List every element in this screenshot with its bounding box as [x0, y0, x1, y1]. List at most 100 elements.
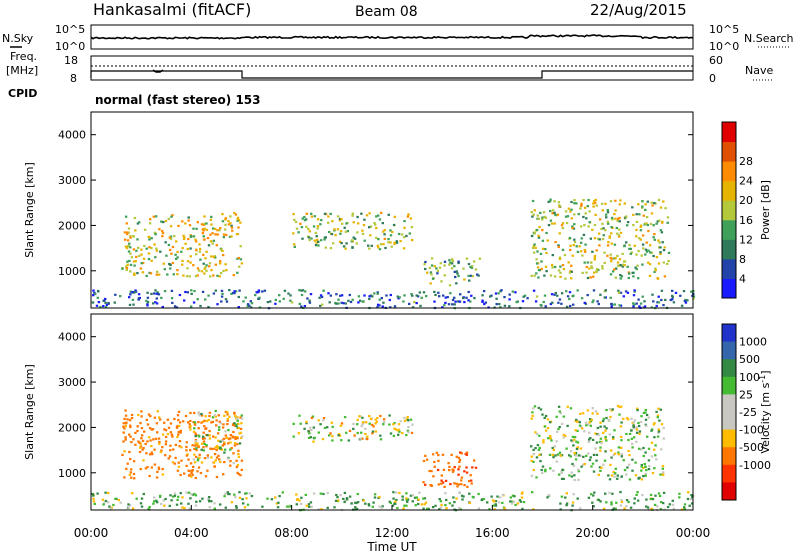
heatmap-cell — [378, 304, 381, 307]
heatmap-cell — [146, 423, 150, 426]
heatmap-cell — [175, 426, 179, 429]
heatmap-cell — [576, 289, 579, 292]
heatmap-cell — [222, 236, 225, 239]
heatmap-cell — [269, 300, 272, 303]
heatmap-cell — [201, 435, 205, 438]
heatmap-cell — [176, 273, 179, 276]
heatmap-cell — [198, 414, 201, 417]
heatmap-cell — [403, 504, 406, 507]
heatmap-cell — [569, 304, 572, 308]
heatmap-cell — [202, 235, 205, 238]
heatmap-cell — [549, 467, 552, 470]
heatmap-cell — [608, 478, 612, 481]
heatmap-cell — [224, 410, 228, 413]
heatmap-cell — [180, 502, 183, 505]
heatmap-cell — [140, 410, 143, 413]
heatmap-cell — [569, 244, 572, 247]
heatmap-cell — [155, 422, 159, 425]
heatmap-cell — [121, 453, 124, 456]
heatmap-cell — [440, 479, 443, 482]
heatmap-cell — [227, 429, 230, 432]
heatmap-cell — [408, 302, 411, 305]
heatmap-cell — [558, 410, 561, 413]
heatmap-cell — [126, 263, 129, 266]
heatmap-cell — [140, 427, 144, 430]
heatmap-cell — [147, 413, 151, 416]
heatmap-cell — [298, 414, 301, 417]
colorbar-swatch — [722, 239, 736, 260]
heatmap-cell — [544, 414, 548, 418]
heatmap-cell — [207, 497, 210, 500]
heatmap-cell — [628, 272, 631, 275]
heatmap-cell — [422, 507, 425, 510]
heatmap-cell — [564, 210, 568, 213]
heatmap-cell — [200, 412, 203, 416]
heatmap-cell — [229, 464, 232, 467]
cpid-label: CPID — [8, 87, 37, 100]
colorbar-swatch — [722, 447, 736, 466]
heatmap-cell — [611, 408, 614, 411]
heatmap-cell — [422, 459, 426, 463]
heatmap-cell — [451, 298, 455, 302]
heatmap-cell — [612, 470, 615, 474]
heatmap-cell — [368, 422, 371, 425]
heatmap-cell — [603, 425, 606, 428]
heatmap-cell — [438, 266, 442, 269]
heatmap-cell — [124, 438, 127, 441]
heatmap-cell — [153, 243, 156, 246]
heatmap-cell — [339, 294, 342, 297]
heatmap-cell — [361, 437, 364, 440]
heatmap-cell — [471, 275, 475, 278]
heatmap-cell — [659, 473, 662, 476]
heatmap-cell — [139, 267, 143, 270]
heatmap-cell — [644, 203, 647, 206]
heatmap-cell — [374, 422, 377, 425]
heatmap-cell — [663, 246, 666, 249]
colorbar-tick-label: 100 — [739, 371, 760, 384]
heatmap-cell — [568, 474, 571, 477]
heatmap-cell — [533, 274, 536, 277]
heatmap-cell — [176, 256, 179, 259]
heatmap-cell — [132, 248, 136, 251]
heatmap-cell — [633, 497, 636, 500]
heatmap-cell — [342, 245, 346, 248]
heatmap-cell — [551, 453, 555, 456]
heatmap-cell — [573, 436, 577, 439]
heatmap-cell — [122, 431, 125, 434]
heatmap-cell — [128, 450, 131, 454]
heatmap-cell — [187, 216, 190, 219]
heatmap-cell — [136, 238, 139, 241]
heatmap-cell — [640, 254, 643, 257]
heatmap-cell — [205, 228, 209, 231]
heatmap-cell — [642, 306, 646, 309]
heatmap-cell — [234, 496, 237, 499]
heatmap-cell — [650, 507, 653, 510]
heatmap-cell — [300, 226, 304, 229]
y-tick-label: 3000 — [58, 376, 86, 389]
heatmap-cell — [313, 239, 316, 242]
heatmap-cell — [560, 495, 564, 498]
heatmap-cell — [619, 504, 623, 507]
heatmap-cell — [549, 435, 552, 438]
heatmap-cell — [657, 407, 660, 410]
heatmap-cell — [107, 302, 110, 305]
heatmap-cell — [444, 504, 447, 507]
heatmap-cell — [610, 503, 613, 506]
heatmap-cell — [535, 262, 539, 265]
heatmap-cell — [577, 478, 580, 481]
heatmap-cell — [434, 293, 437, 296]
heatmap-cell — [195, 449, 198, 452]
heatmap-cell — [348, 429, 352, 432]
heatmap-cell — [409, 217, 413, 220]
heatmap-cell — [601, 420, 605, 423]
heatmap-cell — [130, 413, 134, 417]
heatmap-cell — [122, 422, 125, 425]
heatmap-cell — [644, 253, 647, 256]
heatmap-cell — [656, 277, 660, 280]
heatmap-cell — [203, 272, 206, 275]
heatmap-cell — [671, 499, 674, 502]
heatmap-cell — [194, 438, 198, 442]
heatmap-cell — [587, 225, 590, 228]
heatmap-cell — [361, 229, 364, 232]
